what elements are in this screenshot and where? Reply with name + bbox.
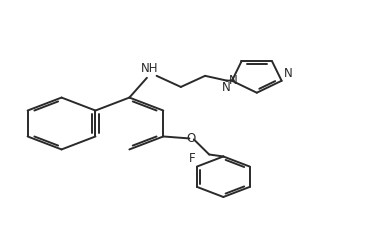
Text: NH: NH: [141, 62, 159, 75]
Text: N: N: [229, 74, 238, 87]
Text: F: F: [189, 152, 195, 165]
Text: O: O: [186, 132, 196, 145]
Text: N: N: [222, 81, 231, 94]
Text: N: N: [283, 67, 292, 80]
